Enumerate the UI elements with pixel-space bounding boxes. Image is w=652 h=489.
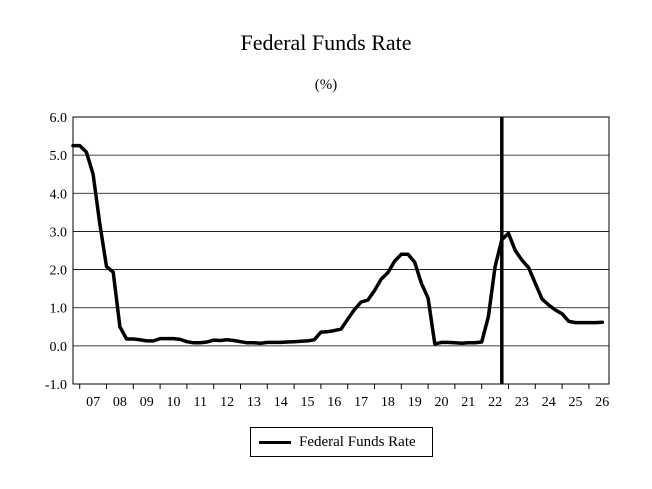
x-tick-label: 22	[488, 395, 502, 410]
x-tick-label: 14	[274, 395, 288, 410]
x-tick-label: 09	[140, 395, 154, 410]
y-tick-label: 5.0	[50, 149, 68, 164]
x-tick-label: 07	[86, 395, 100, 410]
x-tick-label: 25	[569, 395, 583, 410]
y-axis: 6.0 5.0 4.0 3.0 2.0 1.0 0.0 -1.0	[45, 111, 67, 393]
legend-label: Federal Funds Rate	[299, 433, 416, 450]
series-group	[71, 143, 605, 346]
y-tick-label: 4.0	[50, 187, 68, 202]
x-tick-label: 15	[301, 395, 315, 410]
x-tick-label: 23	[515, 395, 529, 410]
y-tick-label: 2.0	[50, 264, 68, 279]
plot-area	[72, 116, 610, 385]
legend-swatch	[259, 440, 291, 444]
x-tick-label: 18	[381, 395, 395, 410]
x-tick-label: 11	[194, 395, 207, 410]
x-axis: 07 08 09 10 11 12 13 14 15 16 17 18 19 20 21 22 23 24 25 26	[79, 384, 609, 410]
x-tick-label: 20	[435, 395, 449, 410]
x-tick-label: 12	[220, 395, 234, 410]
x-tick-label: 26	[595, 395, 609, 410]
x-tick-label: 08	[113, 395, 127, 410]
x-tick-label: 17	[354, 395, 368, 410]
x-tick-label: 21	[461, 395, 475, 410]
y-tick-label: 6.0	[50, 111, 68, 126]
chart-subtitle: (%)	[314, 77, 338, 93]
y-tick-label: 3.0	[50, 225, 68, 240]
x-tick-label: 19	[408, 395, 422, 410]
x-tick-label: 24	[542, 395, 556, 410]
legend: Federal Funds Rate	[250, 427, 433, 457]
grid-lines	[73, 154, 609, 347]
y-tick-label: -1.0	[45, 378, 67, 393]
x-tick-label: 16	[327, 395, 341, 410]
x-tick-label: 10	[167, 395, 181, 410]
chart-title: Federal Funds Rate	[240, 30, 412, 55]
y-tick-label: 0.0	[50, 340, 68, 355]
y-tick-label: 1.0	[50, 302, 68, 317]
series-line-federal-funds-rate	[71, 143, 605, 346]
x-tick-label: 13	[247, 395, 261, 410]
